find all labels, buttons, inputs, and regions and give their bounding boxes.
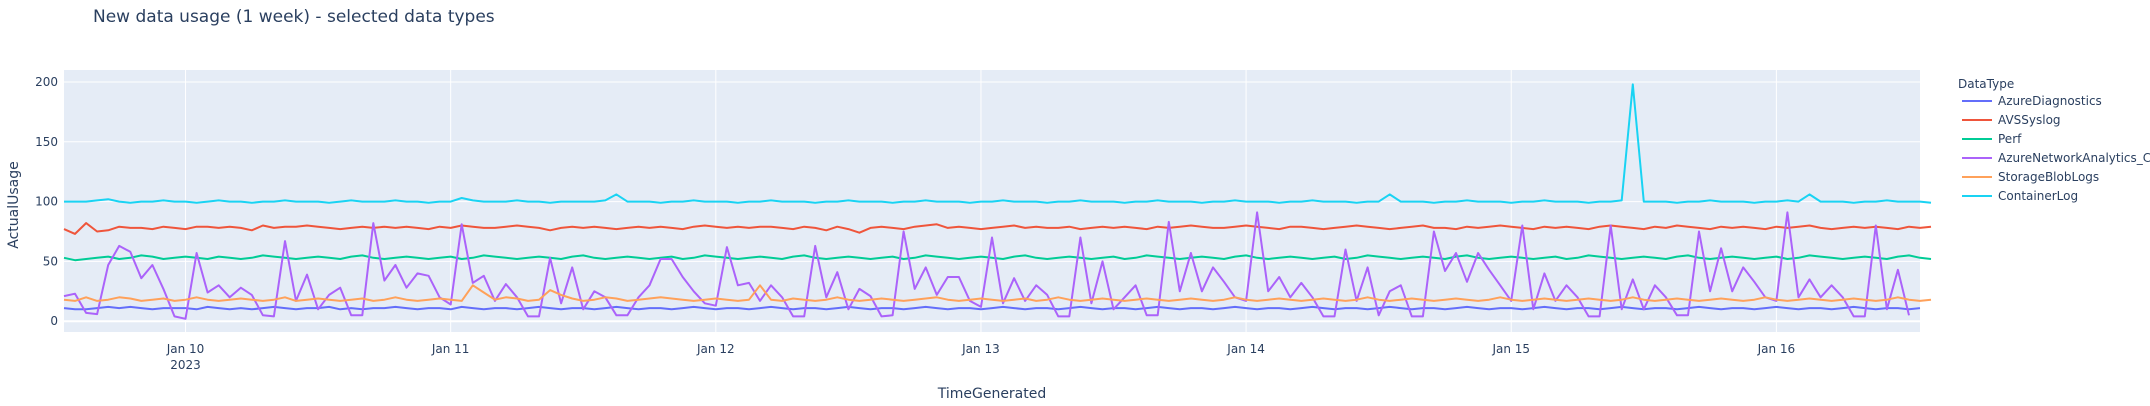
x-axis-title: TimeGenerated: [937, 386, 1047, 402]
legend-item-avssyslog: AVSSyslog: [1998, 113, 2061, 127]
x-tick-label: Jan 16: [1757, 342, 1796, 356]
x-tick-label: Jan 15: [1491, 342, 1530, 356]
legend-item-containerlog: ContainerLog: [1998, 189, 2078, 203]
series-line-storagebloblogs: [63, 284, 1932, 302]
y-tick-label: 100: [35, 195, 58, 209]
series-line-containerlog: [64, 83, 1932, 204]
chart-title: New data usage (1 week) - selected data …: [93, 7, 495, 27]
x-tick-label: Jan 14: [1226, 342, 1265, 356]
series-line-perf: [63, 254, 1932, 262]
series-line-azurenetworkanalytics-cl: [63, 211, 1910, 320]
x-tick-label: Jan 10: [166, 342, 205, 356]
legend-title: DataType: [1958, 77, 2014, 91]
y-tick-label: 200: [35, 75, 58, 89]
x-axis-ticks: Jan 10 2023 Jan 11 Jan 12 Jan 13 Jan 14 Jan 15…: [166, 342, 1795, 372]
y-tick-label: 150: [35, 135, 58, 149]
y-tick-label: 50: [43, 254, 58, 268]
legend-item-azurenetworkanalytics-cl: AzureNetworkAnalytics_CL: [1998, 151, 2150, 165]
series-line-azurediagnostics: [63, 305, 1921, 311]
legend: DataType AzureDiagnostics AVSSyslog Perf Az…: [1958, 77, 2150, 203]
y-axis-title: ActualUsage: [6, 161, 22, 248]
legend-item-perf: Perf: [1998, 132, 2022, 146]
y-axis-ticks: 0 50 100 150 200: [35, 75, 58, 328]
legend-item-azurediagnostics: AzureDiagnostics: [1998, 94, 2102, 108]
series-lines: [63, 83, 1932, 320]
x-tick-label: Jan 11: [431, 342, 470, 356]
y-tick-label: 0: [50, 314, 58, 328]
x-tick-year: 2023: [170, 358, 201, 372]
x-tick-label: Jan 12: [696, 342, 735, 356]
x-tick-label: Jan 13: [961, 342, 1000, 356]
legend-item-storagebloblogs: StorageBlobLogs: [1998, 170, 2099, 184]
